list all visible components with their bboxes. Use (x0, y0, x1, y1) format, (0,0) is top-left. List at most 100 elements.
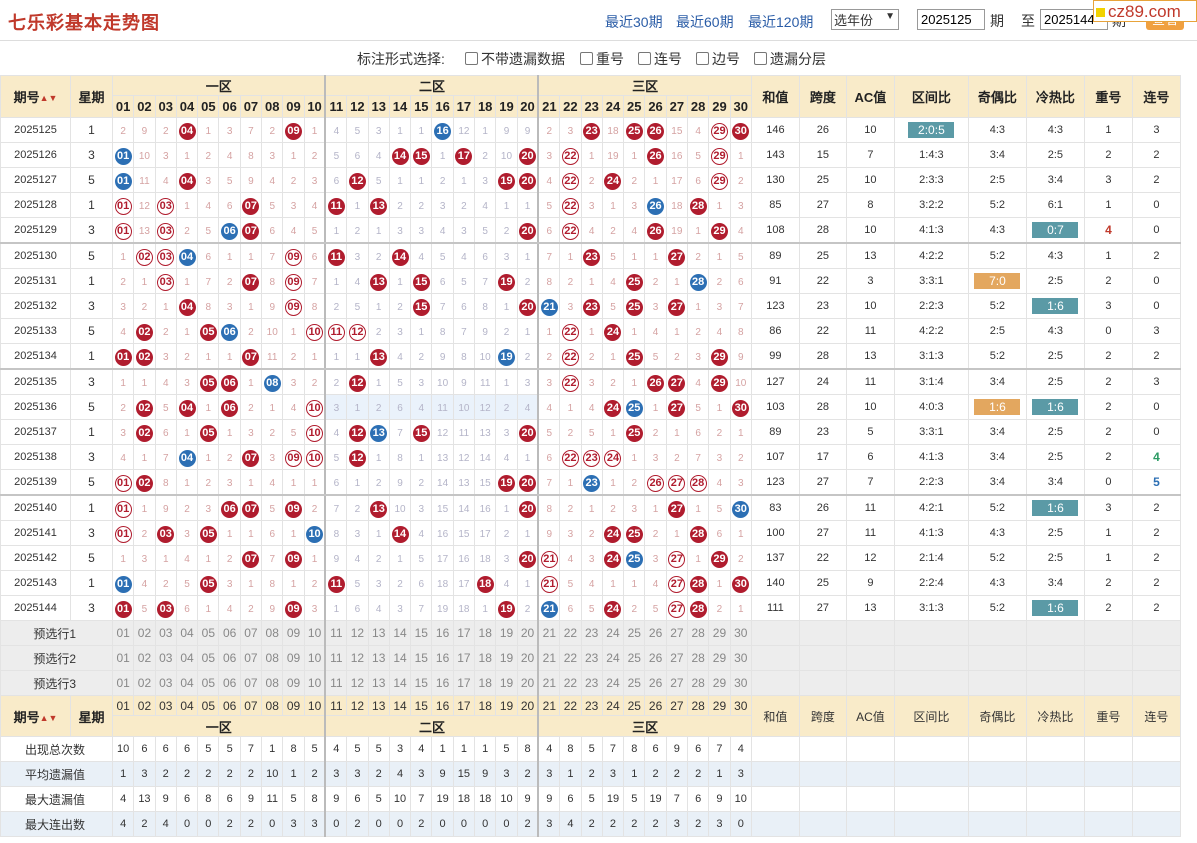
preselect-number[interactable]: 09 (282, 620, 305, 646)
preselect-number[interactable]: 20 (516, 620, 540, 646)
year-select[interactable]: 选年份 ▼ (831, 9, 899, 30)
preselect-number[interactable]: 11 (324, 620, 348, 646)
preselect-number[interactable]: 14 (388, 645, 412, 671)
preselect-number[interactable]: 15 (410, 670, 433, 696)
preselect-number[interactable]: 06 (218, 645, 241, 671)
checkbox-icon[interactable] (580, 52, 593, 65)
preselect-number[interactable]: 13 (367, 645, 390, 671)
preselect-number[interactable]: 12 (346, 645, 369, 671)
preselect-number[interactable]: 28 (687, 645, 710, 671)
recent-30-link[interactable]: 最近30期 (605, 14, 663, 30)
preselect-number[interactable]: 14 (388, 620, 412, 646)
header-period[interactable]: 期号▲▼ (0, 75, 71, 118)
sort-icon[interactable]: ▲▼ (39, 93, 58, 103)
preselect-number[interactable]: 18 (474, 670, 497, 696)
option-no-miss[interactable]: 不带遗漏数据 (465, 49, 565, 69)
preselect-number[interactable]: 29 (708, 620, 731, 646)
preselect-number[interactable]: 24 (601, 645, 625, 671)
preselect-number[interactable]: 27 (665, 670, 689, 696)
preselect-number[interactable]: 02 (133, 645, 156, 671)
preselect-number[interactable]: 18 (474, 645, 497, 671)
preselect-number[interactable]: 29 (708, 670, 731, 696)
preselect-number[interactable]: 17 (452, 620, 476, 646)
preselect-number[interactable]: 25 (623, 620, 646, 646)
preselect-number[interactable]: 21 (537, 670, 561, 696)
preselect-number[interactable]: 04 (175, 645, 199, 671)
preselect-number[interactable]: 25 (623, 670, 646, 696)
preselect-number[interactable]: 26 (644, 620, 667, 646)
preselect-number[interactable]: 26 (644, 670, 667, 696)
option-repeat[interactable]: 重号 (580, 49, 624, 69)
option-consecutive[interactable]: 连号 (638, 49, 682, 69)
preselect-number[interactable]: 13 (367, 670, 390, 696)
preselect-number[interactable]: 06 (218, 620, 241, 646)
checkbox-icon[interactable] (754, 52, 767, 65)
preselect-number[interactable]: 19 (495, 620, 518, 646)
preselect-number[interactable]: 16 (431, 645, 454, 671)
preselect-number[interactable]: 11 (324, 645, 348, 671)
preselect-number[interactable]: 01 (111, 620, 135, 646)
preselect-number[interactable]: 22 (559, 670, 582, 696)
preselect-number[interactable]: 05 (197, 645, 220, 671)
period-to-input[interactable] (1040, 9, 1108, 30)
preselect-number[interactable]: 17 (452, 670, 476, 696)
preselect-number[interactable]: 30 (729, 670, 752, 696)
preselect-number[interactable]: 15 (410, 620, 433, 646)
option-miss-layer[interactable]: 遗漏分层 (754, 49, 826, 69)
preselect-number[interactable]: 24 (601, 620, 625, 646)
preselect-number[interactable]: 01 (111, 645, 135, 671)
preselect-number[interactable]: 19 (495, 645, 518, 671)
preselect-number[interactable]: 07 (239, 620, 263, 646)
preselect-number[interactable]: 03 (154, 620, 177, 646)
preselect-number[interactable]: 20 (516, 645, 540, 671)
preselect-number[interactable]: 14 (388, 670, 412, 696)
preselect-number[interactable]: 08 (261, 670, 284, 696)
preselect-number[interactable]: 05 (197, 670, 220, 696)
preselect-number[interactable]: 23 (580, 645, 603, 671)
preselect-number[interactable]: 30 (729, 620, 752, 646)
preselect-number[interactable]: 16 (431, 670, 454, 696)
recent-60-link[interactable]: 最近60期 (676, 14, 734, 30)
preselect-number[interactable]: 06 (218, 670, 241, 696)
preselect-number[interactable]: 15 (410, 645, 433, 671)
preselect-number[interactable]: 03 (154, 645, 177, 671)
preselect-number[interactable]: 30 (729, 645, 752, 671)
preselect-number[interactable]: 09 (282, 645, 305, 671)
period-from-input[interactable] (917, 9, 985, 30)
preselect-number[interactable]: 16 (431, 620, 454, 646)
preselect-number[interactable]: 19 (495, 670, 518, 696)
preselect-number[interactable]: 21 (537, 645, 561, 671)
checkbox-icon[interactable] (638, 52, 651, 65)
preselect-number[interactable]: 08 (261, 620, 284, 646)
preselect-number[interactable]: 09 (282, 670, 305, 696)
preselect-number[interactable]: 21 (537, 620, 561, 646)
checkbox-icon[interactable] (465, 52, 478, 65)
checkbox-icon[interactable] (696, 52, 709, 65)
preselect-number[interactable]: 17 (452, 645, 476, 671)
preselect-number[interactable]: 26 (644, 645, 667, 671)
preselect-number[interactable]: 10 (303, 620, 327, 646)
preselect-number[interactable]: 27 (665, 645, 689, 671)
preselect-number[interactable]: 18 (474, 620, 497, 646)
preselect-number[interactable]: 02 (133, 620, 156, 646)
preselect-number[interactable]: 29 (708, 645, 731, 671)
preselect-number[interactable]: 27 (665, 620, 689, 646)
recent-120-link[interactable]: 最近120期 (748, 14, 814, 30)
sort-icon[interactable]: ▲▼ (39, 712, 58, 723)
preselect-number[interactable]: 12 (346, 620, 369, 646)
preselect-number[interactable]: 22 (559, 645, 582, 671)
option-edge[interactable]: 边号 (696, 49, 740, 69)
preselect-number[interactable]: 20 (516, 670, 540, 696)
preselect-number[interactable]: 25 (623, 645, 646, 671)
preselect-number[interactable]: 13 (367, 620, 390, 646)
preselect-number[interactable]: 23 (580, 670, 603, 696)
preselect-number[interactable]: 01 (111, 670, 135, 696)
preselect-number[interactable]: 02 (133, 670, 156, 696)
preselect-number[interactable]: 28 (687, 670, 710, 696)
preselect-number[interactable]: 22 (559, 620, 582, 646)
footer-header-period[interactable]: 期号▲▼ (0, 695, 71, 737)
preselect-number[interactable]: 05 (197, 620, 220, 646)
preselect-number[interactable]: 03 (154, 670, 177, 696)
preselect-number[interactable]: 04 (175, 670, 199, 696)
preselect-number[interactable]: 04 (175, 620, 199, 646)
